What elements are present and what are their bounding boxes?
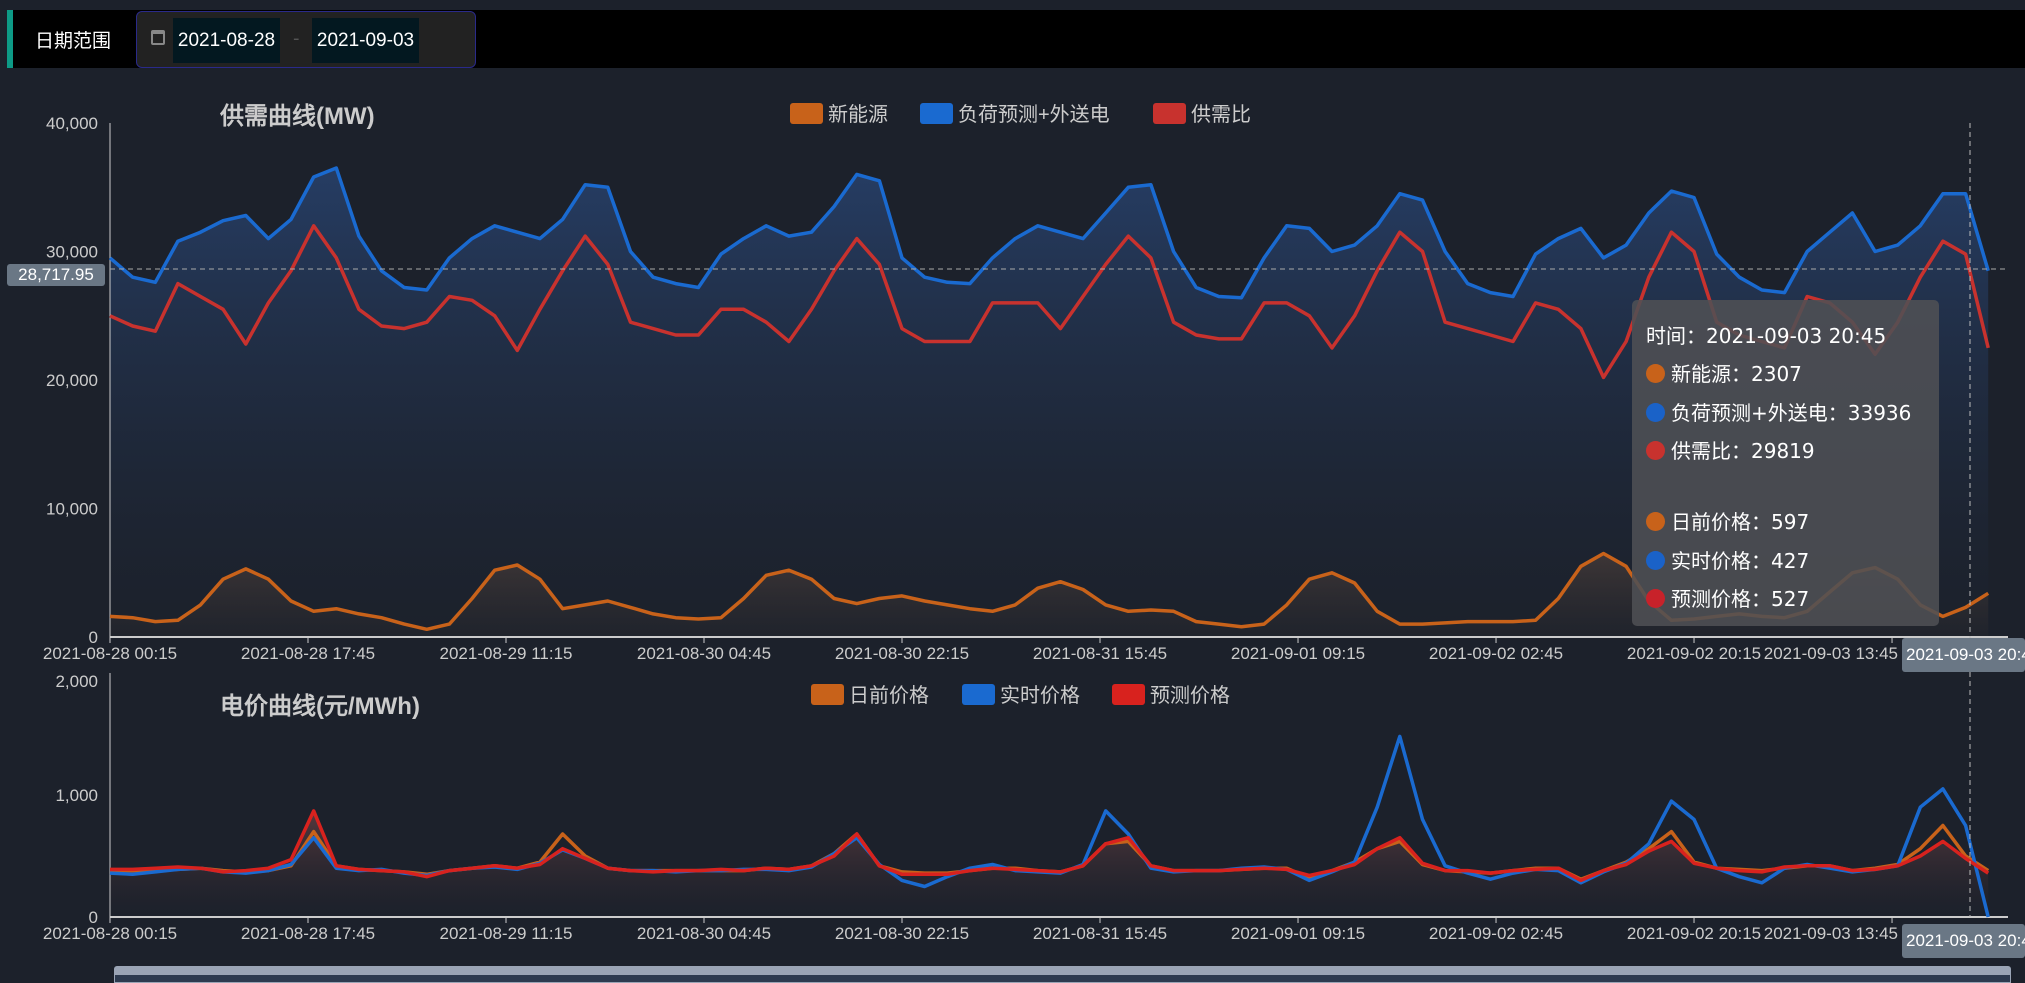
legend-swatch[interactable] — [962, 684, 995, 705]
legend-label[interactable]: 新能源 — [828, 103, 888, 126]
x-tick-label: 2021-09-03 13:45 — [1764, 924, 1898, 943]
legend-label[interactable]: 预测价格 — [1150, 684, 1230, 707]
x-tick-label: 2021-08-28 17:45 — [241, 924, 375, 943]
x-tick-label: 2021-08-29 11:15 — [440, 924, 573, 943]
x-tick-label: 2021-09-02 20:15 — [1627, 924, 1761, 943]
x-tick-label: 2021-08-31 15:45 — [1033, 924, 1167, 943]
tooltip-row-dayahead: 日前价格：597 — [1646, 506, 1809, 535]
series-dot-icon — [1646, 589, 1665, 608]
legend-label[interactable]: 日前价格 — [849, 684, 929, 707]
tooltip-row-new-energy: 新能源：2307 — [1646, 358, 1802, 387]
supply-chart-legend: 新能源 负荷预测+外送电 供需比 — [790, 103, 1251, 126]
legend-label[interactable]: 实时价格 — [1000, 684, 1080, 707]
price-chart-title: 电价曲线(元/MWh) — [220, 693, 420, 720]
tooltip-value: 供需比：29819 — [1671, 439, 1815, 463]
x-axis-pointer-label-top: 2021-09-03 20:45 — [1902, 638, 2025, 672]
x-tick-label: 2021-08-30 04:45 — [637, 924, 771, 943]
series-dot-icon — [1646, 512, 1665, 531]
x-tick-label: 2021-09-02 20:15 — [1627, 644, 1761, 663]
series-area — [110, 810, 1989, 917]
legend-label[interactable]: 供需比 — [1191, 103, 1251, 126]
x-tick-label: 2021-08-28 00:15 — [43, 644, 177, 663]
start-date-input[interactable] — [173, 18, 280, 63]
legend-swatch[interactable] — [1112, 684, 1145, 705]
legend-swatch[interactable] — [920, 103, 953, 124]
y-tick-label: 30,000 — [46, 243, 98, 262]
tooltip-value: 预测价格：527 — [1671, 587, 1810, 611]
series-line-2[interactable] — [110, 809, 1990, 883]
legend-swatch[interactable] — [1153, 103, 1186, 124]
series-dot-icon — [1646, 403, 1665, 422]
tooltip-value: 日前价格：597 — [1671, 510, 1810, 534]
end-date-input[interactable] — [312, 18, 419, 63]
tooltip-row-load: 负荷预测+外送电：33936 — [1646, 397, 1911, 426]
datazoom-slider[interactable] — [114, 966, 2011, 983]
series-line-1[interactable] — [108, 166, 1990, 300]
y-tick-label: 10,000 — [46, 500, 98, 519]
slider-handle-bar[interactable] — [114, 966, 2011, 974]
x-tick-label: 2021-08-30 22:15 — [835, 924, 969, 943]
y-tick-label: 1,000 — [55, 786, 98, 805]
y-tick-label: 2,000 — [55, 672, 98, 691]
series-area — [110, 168, 1989, 637]
price-chart-legend: 日前价格 实时价格 预测价格 — [811, 684, 1230, 707]
x-tick-label: 2021-08-30 22:15 — [835, 644, 969, 663]
legend-label[interactable]: 负荷预测+外送电 — [958, 103, 1110, 126]
slider-window[interactable] — [114, 974, 2011, 983]
series-dot-icon — [1646, 364, 1665, 383]
date-filter-bar: 日期范围 - — [7, 10, 2025, 68]
y-tick-label: 20,000 — [46, 371, 98, 390]
x-tick-label: 2021-08-28 17:45 — [241, 644, 375, 663]
tooltip-value: 负荷预测+外送电：33936 — [1671, 401, 1912, 425]
tooltip-row-realtime: 实时价格：427 — [1646, 545, 1809, 574]
tooltip-value: 实时价格：427 — [1671, 549, 1810, 573]
tooltip-value: 新能源：2307 — [1671, 362, 1802, 386]
legend-swatch[interactable] — [811, 684, 844, 705]
series-dot-icon — [1646, 551, 1665, 570]
date-range-label: 日期范围 — [35, 30, 112, 52]
y-tick-label: 0 — [89, 628, 98, 647]
legend-swatch[interactable] — [790, 103, 823, 124]
x-tick-label: 2021-08-30 04:45 — [637, 644, 771, 663]
date-range-picker[interactable]: - — [136, 11, 476, 68]
x-tick-label: 2021-08-28 00:15 — [43, 924, 177, 943]
x-axis-pointer-label-bottom: 2021-09-03 20:45 — [1902, 924, 2025, 958]
x-tick-label: 2021-08-29 11:15 — [440, 644, 573, 663]
accent-bar — [7, 10, 13, 68]
series-dot-icon — [1646, 441, 1665, 460]
x-tick-label: 2021-08-31 15:45 — [1033, 644, 1167, 663]
calendar-icon[interactable] — [151, 30, 165, 45]
x-tick-label: 2021-09-01 09:15 — [1231, 644, 1365, 663]
series-line-2[interactable] — [109, 224, 1990, 380]
tooltip-row-forecast: 预测价格：527 — [1646, 583, 1809, 612]
y-tick-label: 40,000 — [46, 114, 98, 133]
x-tick-label: 2021-09-03 13:45 — [1764, 644, 1898, 663]
data-tooltip: 时间：2021-09-03 20:45 新能源：2307 负荷预测+外送电：33… — [1632, 300, 1939, 626]
tooltip-row-ratio: 供需比：29819 — [1646, 435, 1815, 464]
y-tick-label: 0 — [89, 908, 98, 927]
tooltip-time: 时间：2021-09-03 20:45 — [1646, 324, 1887, 348]
x-tick-label: 2021-09-01 09:15 — [1231, 924, 1365, 943]
x-tick-label: 2021-09-02 02:45 — [1429, 644, 1563, 663]
x-tick-label: 2021-09-02 02:45 — [1429, 924, 1563, 943]
supply-chart-title: 供需曲线(MW) — [219, 103, 375, 130]
range-separator: - — [293, 28, 300, 49]
y-axis-pointer-label: 28,717.95 — [7, 264, 105, 286]
